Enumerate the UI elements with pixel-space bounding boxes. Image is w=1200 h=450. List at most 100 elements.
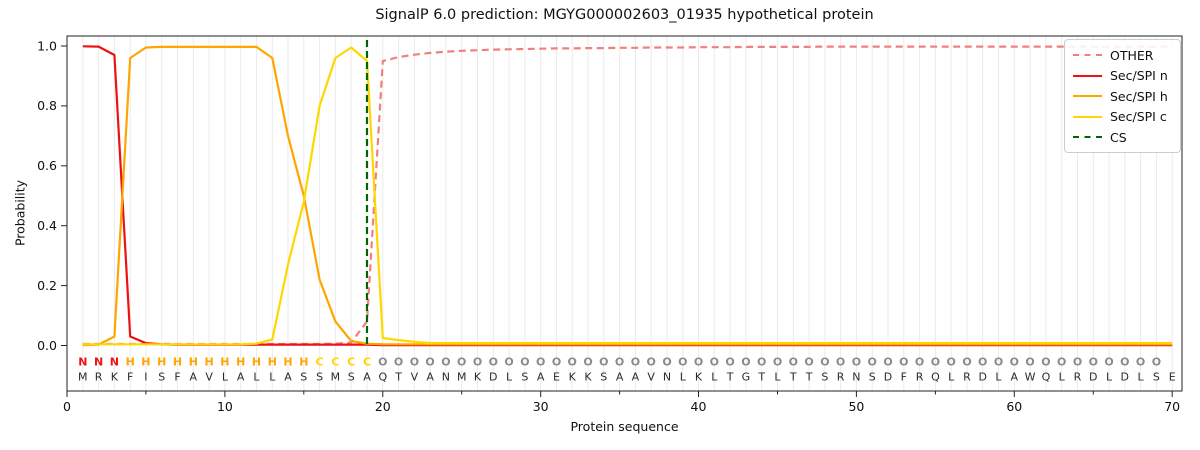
legend-item-sec-spi-n: Sec/SPI n [1065,66,1180,87]
region-letter: O [1136,356,1145,369]
sequence-letter: K [474,371,482,384]
region-letter: O [1025,356,1034,369]
legend-item-label: Sec/SPI h [1110,88,1168,104]
sequence-letter: W [1025,371,1036,384]
legend-line-sample [1073,54,1102,57]
chart-title: SignalP 6.0 prediction: MGYG000002603_01… [375,7,874,23]
region-letter: H [126,356,135,369]
region-letter: N [110,356,119,369]
region-letter: H [299,356,308,369]
y-axis-ticks: 0.0 0.2 0.4 0.6 0.8 1.0 [37,38,67,353]
sequence-letter: L [222,371,229,384]
sequence-letter: T [805,371,813,384]
sequence-letter: D [1121,371,1129,384]
sequence-letter: S [600,371,607,384]
sequence-letter: S [158,371,165,384]
region-letter: H [236,356,245,369]
sequence-letter: A [537,371,545,384]
sequence-letter: N [852,371,860,384]
x-tick-label: 30 [533,399,549,414]
sequence-letter: E [553,371,560,384]
series-sec-spi-n [82,45,1173,347]
sequence-letter: Q [931,371,940,384]
sequence-letter: D [978,371,986,384]
region-letter: C [331,356,339,369]
y-tick-label: 0.6 [37,158,57,173]
y-tick-label: 0.8 [37,98,57,113]
legend-item-cs: CS [1065,127,1180,148]
region-letter: O [647,356,656,369]
sequence-letter: L [774,371,781,384]
sequence-letter: Q [378,371,387,384]
legend-item-other: OTHER [1065,45,1180,66]
sequence-letter: F [901,371,907,384]
x-tick-label: 50 [848,399,864,414]
region-letter: O [1104,356,1113,369]
sequence-letter: V [411,371,419,384]
region-letter: H [283,356,292,369]
sequence-letter: K [569,371,577,384]
y-tick-label: 1.0 [37,38,57,53]
series-sec-spi-c [82,46,1173,346]
region-letter: H [141,356,150,369]
sequence-letter: T [757,371,765,384]
x-axis-ticks: 0 10 20 30 40 50 60 70 [63,391,1180,414]
series-other [82,45,1173,346]
sequence-letter: G [742,371,751,384]
region-letter: O [1010,356,1019,369]
region-letter: O [710,356,719,369]
region-letter: O [757,356,766,369]
sequence-letter: L [995,371,1002,384]
sequence-letter: D [884,371,892,384]
sequence-letter: L [680,371,687,384]
region-letter: C [347,356,355,369]
sequence-letter: L [1138,371,1145,384]
sequence-letter: M [78,371,88,384]
region-letter: C [316,356,324,369]
legend-item-label: CS [1110,129,1127,145]
x-tick-label: 10 [217,399,233,414]
sequence-letter: V [205,371,213,384]
sequence-letter: A [237,371,245,384]
region-letter: O [836,356,845,369]
region-letter: O [678,356,687,369]
region-letter: H [157,356,166,369]
region-letter: O [473,356,482,369]
y-tick-label: 0.2 [37,278,57,293]
sequence-letter: R [837,371,845,384]
region-letter: O [994,356,1003,369]
sequence-letter: S [521,371,528,384]
legend-item-label: OTHER [1110,47,1154,63]
region-letter: O [789,356,798,369]
legend-line-sample [1073,95,1102,98]
sequence-letter: S [316,371,323,384]
legend-item-label: Sec/SPI n [1110,68,1168,84]
sequence-letter: A [426,371,434,384]
sequence-letter: D [489,371,497,384]
region-letter: O [962,356,971,369]
region-letter: O [725,356,734,369]
region-letter: O [978,356,987,369]
sequence-letter: V [647,371,655,384]
region-letter: O [899,356,908,369]
sequence-letter: S [821,371,828,384]
x-tick-label: 40 [691,399,707,414]
region-letter: O [631,356,640,369]
sequence-letter: R [95,371,103,384]
region-letter: O [615,356,624,369]
region-letter: O [1120,356,1129,369]
region-letter: O [441,356,450,369]
sequence-letter: L [269,371,276,384]
sequence-letter: F [127,371,133,384]
region-letter: H [189,356,198,369]
sequence-letter: A [284,371,292,384]
legend-item-sec-spi-c: Sec/SPI c [1065,107,1180,128]
sequence-letter: L [253,371,260,384]
x-tick-label: 20 [375,399,391,414]
region-letter: O [915,356,924,369]
region-letter: O [504,356,513,369]
region-letter: O [410,356,419,369]
